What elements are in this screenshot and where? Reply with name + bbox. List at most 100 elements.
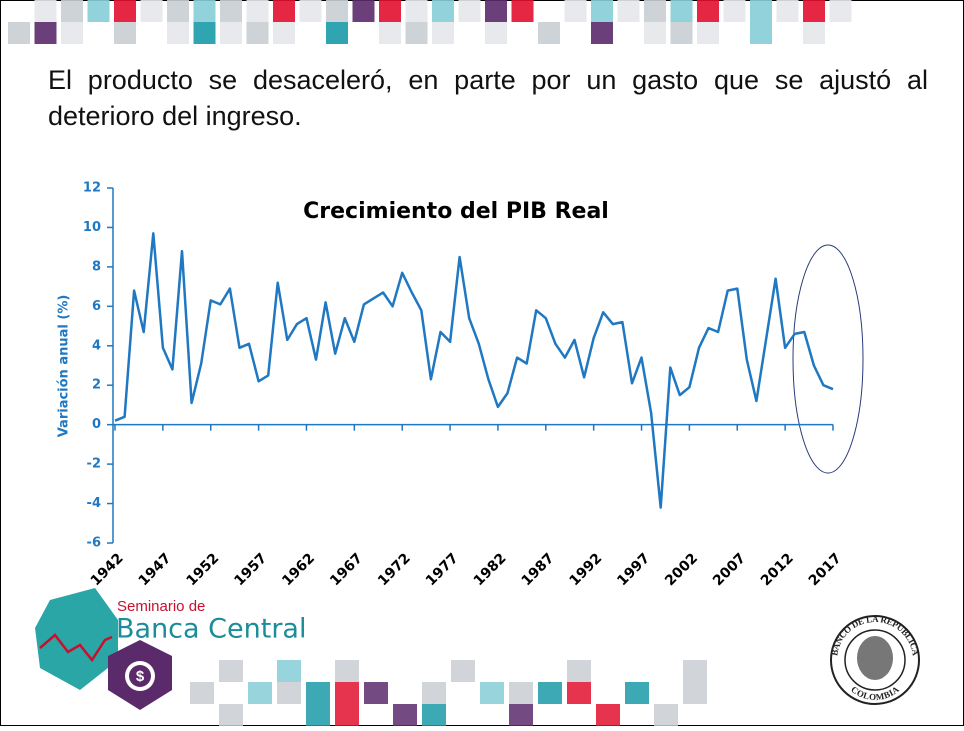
data-line: [114, 232, 834, 509]
decor-square: [697, 0, 719, 22]
decor-square: [326, 0, 348, 22]
decor-square: [190, 682, 214, 704]
decor-square: [567, 660, 591, 682]
decor-square: [723, 0, 746, 22]
y-axis-label: Variación anual (%): [57, 295, 72, 438]
decor-square: [352, 0, 375, 22]
decor-square: [306, 682, 330, 704]
decor-square: [379, 0, 401, 22]
decor-square: [87, 0, 110, 22]
y-tick-label: 12: [83, 181, 101, 196]
decor-square: [219, 660, 243, 682]
decor-square: [393, 704, 417, 726]
decor-square: [405, 22, 428, 44]
decor-square: [511, 0, 534, 22]
decor-square: [220, 22, 242, 44]
decor-square: [167, 22, 189, 44]
decor-square: [458, 0, 481, 22]
decor-square: [167, 0, 189, 22]
decor-square: [326, 22, 348, 44]
decor-square: [485, 0, 507, 22]
decor-square: [114, 0, 136, 22]
decor-square: [34, 0, 57, 22]
decor-square: [273, 22, 295, 44]
decor-square: [776, 0, 799, 22]
decor-square: [564, 0, 587, 22]
y-tick-label: 8: [92, 259, 101, 274]
decor-square: [617, 0, 640, 22]
decor-square: [364, 682, 388, 704]
decor-square: [670, 0, 693, 22]
decor-square: [248, 682, 272, 704]
decor-square: [432, 0, 454, 22]
seal-portrait: [857, 636, 893, 680]
decor-square: [509, 704, 533, 726]
decor-square: [596, 704, 620, 726]
y-tick-label: -6: [87, 536, 101, 551]
decor-square: [538, 22, 560, 44]
chart-title: Crecimiento del PIB Real: [303, 199, 609, 224]
decor-square: [246, 0, 269, 22]
decor-square: [422, 704, 446, 726]
decor-square: [644, 0, 666, 22]
decor-square: [277, 660, 301, 682]
y-tick-label: 4: [92, 338, 101, 353]
decor-square: [480, 682, 504, 704]
y-tick-label: -2: [87, 457, 101, 472]
logo-line1: Seminario de: [117, 598, 205, 615]
decor-square: [335, 682, 359, 704]
decor-square: [8, 22, 30, 44]
decor-square: [591, 0, 613, 22]
decor-square: [193, 0, 216, 22]
decor-square: [432, 22, 454, 44]
decor-square: [654, 704, 678, 726]
decor-square: [750, 22, 772, 44]
y-tick-label: 2: [92, 378, 101, 393]
decor-square: [114, 22, 136, 44]
decor-square: [335, 704, 359, 726]
decor-square: [670, 22, 693, 44]
decor-square: [379, 22, 401, 44]
decor-square: [750, 0, 772, 22]
decor-square: [625, 682, 649, 704]
decor-square: [803, 0, 825, 22]
decor-square: [61, 22, 83, 44]
y-tick-label: -4: [87, 496, 101, 511]
y-tick-label: 6: [92, 299, 101, 314]
logo-line2: Banca Central: [116, 614, 306, 645]
decor-square: [246, 22, 269, 44]
decor-square: [538, 682, 562, 704]
decor-square: [277, 682, 301, 704]
bank-seal: BANCO DE LA REPUBLICA COLOMBIA: [829, 614, 921, 705]
logo-line: [39, 633, 113, 663]
decor-square: [422, 682, 446, 704]
slide-text: El producto se desaceleró, en parte por …: [48, 65, 928, 131]
decor-square: [829, 0, 852, 22]
logo-hexagon: [35, 588, 118, 690]
decor-square: [140, 0, 163, 22]
decor-square: [273, 0, 295, 22]
y-tick-label: 10: [83, 220, 101, 235]
decor-square: [683, 660, 707, 682]
decor-square: [683, 682, 707, 704]
decor-square: [306, 704, 330, 726]
decor-square: [451, 660, 475, 682]
decor-square: [591, 22, 613, 44]
decor-square: [567, 682, 591, 704]
decor-square: [34, 22, 57, 44]
decor-square: [61, 0, 83, 22]
decor-square: [509, 682, 533, 704]
decor-square: [485, 22, 507, 44]
decor-squares: [8, 0, 852, 726]
decor-square: [193, 22, 216, 44]
decor-square: [803, 22, 825, 44]
text-box: El producto se desaceleró, en parte por …: [48, 65, 928, 131]
highlight-ellipse: [792, 244, 864, 474]
logo-dollar: $: [136, 668, 145, 685]
decor-square: [299, 0, 322, 22]
decor-square: [219, 704, 243, 726]
y-tick-label: 0: [92, 417, 101, 432]
logo-coin-inner: [129, 665, 151, 687]
